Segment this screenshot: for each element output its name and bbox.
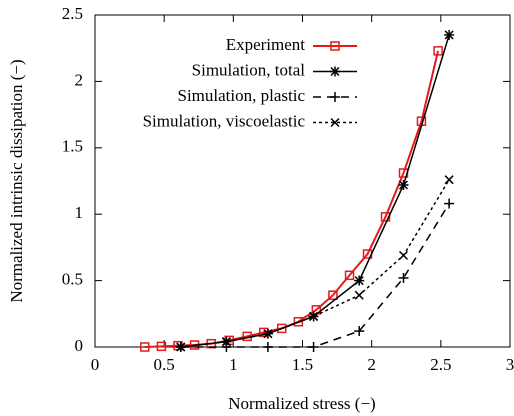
x-tick-label: 1 <box>229 355 238 374</box>
marker-square <box>293 317 304 327</box>
marker-stroke <box>354 276 364 286</box>
marker <box>354 326 365 337</box>
x-tick-label: 2.5 <box>430 355 451 374</box>
marker-stroke <box>444 175 454 185</box>
x-tick-label: 0.5 <box>154 355 175 374</box>
marker <box>398 250 409 260</box>
x-tick-label: 3 <box>506 355 514 374</box>
marker <box>354 290 364 300</box>
marker <box>444 29 455 40</box>
marker <box>176 342 186 352</box>
marker-square <box>277 323 287 334</box>
marker <box>277 323 287 334</box>
x-tick-label: 0 <box>91 355 100 374</box>
marker <box>221 337 231 347</box>
legend-label: Simulation, viscoelastic <box>143 111 306 130</box>
marker <box>309 311 319 321</box>
marker <box>330 66 340 77</box>
marker-square <box>344 270 355 281</box>
marker <box>444 175 454 185</box>
marker-stroke <box>398 180 409 190</box>
marker <box>330 92 340 102</box>
marker <box>328 290 338 300</box>
y-axis-label: Normalized intrinsic dissipation (−) <box>7 59 26 302</box>
y-tick-label: 0 <box>75 336 84 355</box>
marker <box>293 317 304 327</box>
x-axis-label: Normalized stress (−) <box>228 394 375 413</box>
marker <box>398 272 409 283</box>
y-tick-label: 0.5 <box>62 270 83 289</box>
marker-stroke <box>309 311 319 321</box>
series-line <box>180 179 450 348</box>
marker-stroke <box>330 117 340 128</box>
legend-label: Experiment <box>226 35 306 54</box>
marker <box>140 342 150 352</box>
y-tick-label: 2 <box>75 70 84 89</box>
series-line <box>180 203 450 348</box>
y-tick-label: 2.5 <box>62 4 83 23</box>
marker-square <box>330 41 340 51</box>
x-tick-label: 2 <box>367 355 376 374</box>
marker <box>263 329 273 339</box>
y-tick-label: 1 <box>75 203 84 222</box>
marker-square <box>433 46 443 56</box>
x-tick-label: 1.5 <box>292 355 313 374</box>
y-tick-label: 1.5 <box>62 137 83 156</box>
marker-stroke <box>176 342 186 352</box>
marker <box>330 41 340 51</box>
marker <box>344 270 355 281</box>
marker-stroke <box>330 66 340 77</box>
marker <box>444 198 455 209</box>
marker <box>330 117 340 128</box>
marker-square <box>140 342 150 352</box>
legend-label: Simulation, total <box>192 60 306 79</box>
marker-stroke <box>354 290 364 300</box>
marker-stroke <box>263 329 273 339</box>
marker <box>221 342 232 352</box>
marker-stroke <box>444 30 454 40</box>
marker-stroke <box>398 250 409 260</box>
marker <box>398 179 409 190</box>
marker-stroke <box>221 337 231 347</box>
marker-square <box>328 290 338 300</box>
marker <box>354 275 365 286</box>
marker <box>433 46 443 56</box>
marker <box>262 342 273 352</box>
series-line <box>180 34 450 348</box>
marker <box>156 341 167 352</box>
marker-square <box>156 341 167 352</box>
marker <box>308 342 319 352</box>
legend-label: Simulation, plastic <box>178 86 306 105</box>
